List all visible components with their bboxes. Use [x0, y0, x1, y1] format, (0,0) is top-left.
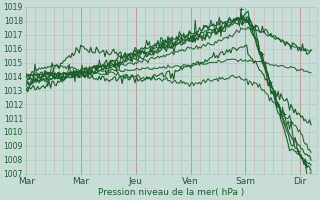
- X-axis label: Pression niveau de la mer( hPa ): Pression niveau de la mer( hPa ): [98, 188, 244, 197]
